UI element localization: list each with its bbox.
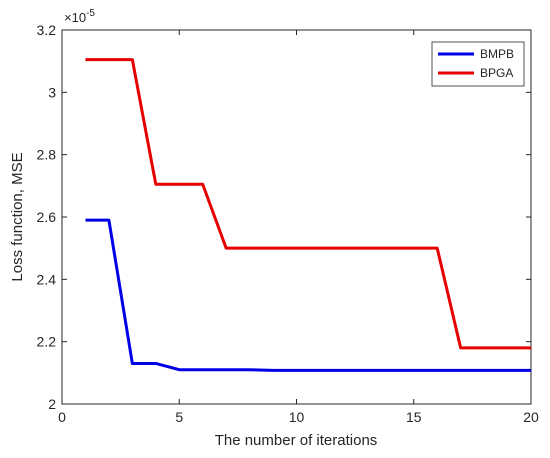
series-line-bmpb [85, 218, 531, 372]
x-tick-label: 15 [406, 409, 422, 425]
y-multiplier: ×10-5 [64, 8, 95, 25]
y-multiplier-base: ×10 [64, 10, 86, 25]
legend-label-bmpb: BMPB [480, 47, 514, 61]
y-tick-label: 2.2 [37, 334, 57, 350]
y-multiplier-exp: -5 [86, 8, 95, 19]
y-tick-label: 2.4 [37, 271, 57, 287]
x-tick-label: 0 [58, 409, 66, 425]
plot-area [61, 29, 532, 405]
y-tick-label: 3.2 [37, 22, 57, 38]
series-line-bpga [85, 58, 531, 350]
x-tick-label: 10 [289, 409, 305, 425]
y-tick-label: 2 [48, 396, 56, 412]
legend-box [431, 41, 525, 87]
y-axis-label: Loss function, MSE [9, 152, 26, 281]
legend: BMPB BPGA [431, 41, 525, 87]
x-axis-label: The number of iterations [215, 432, 378, 449]
y-tick-label: 2.6 [37, 209, 57, 225]
x-tick-label: 5 [175, 409, 183, 425]
tick-group: 0 5 10 15 20 2 2.2 2.4 2.6 2.8 3 3.2 [37, 22, 539, 425]
legend-label-bpga: BPGA [480, 66, 513, 80]
series-group [85, 58, 531, 372]
x-tick-label: 20 [523, 409, 539, 425]
y-tick-label: 2.8 [37, 147, 57, 163]
y-tick-label: 3 [48, 84, 56, 100]
